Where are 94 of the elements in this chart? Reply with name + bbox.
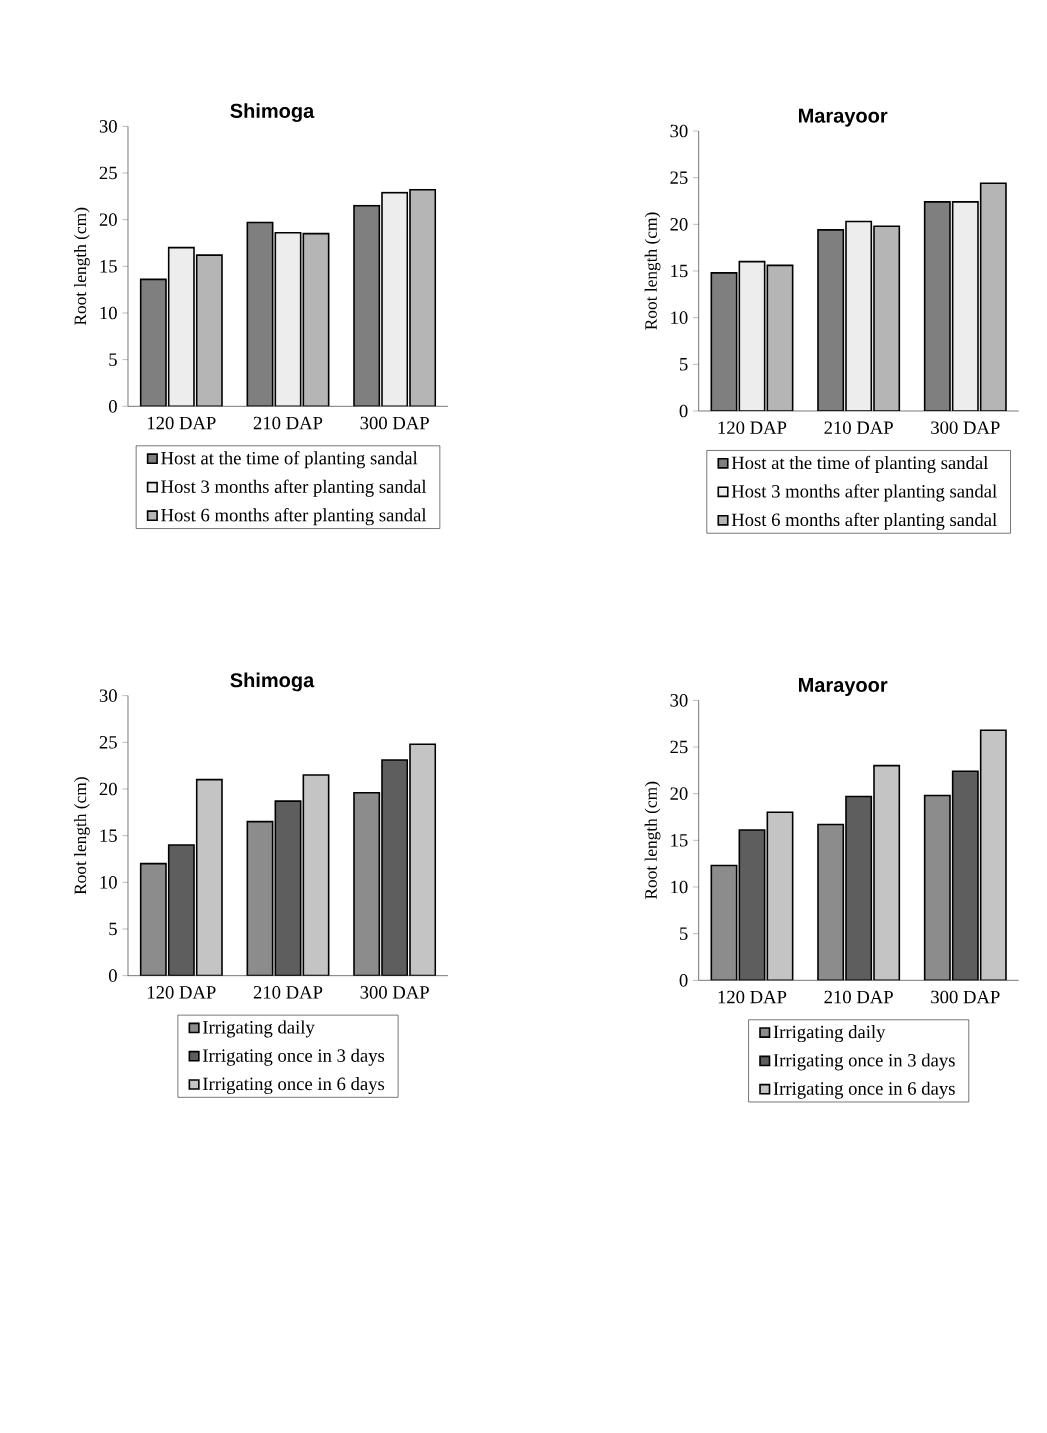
y-axis-title: Root length (cm) — [74, 207, 90, 326]
bar — [302, 774, 330, 976]
y-tick-label: 10 — [100, 306, 117, 320]
bar — [246, 820, 274, 976]
x-tick-label: 210 DAP — [253, 986, 323, 999]
bar — [710, 272, 738, 411]
chart-title: Marayoor — [798, 108, 888, 127]
y-tick-label: 10 — [671, 880, 688, 894]
bar — [195, 778, 223, 976]
y-tick-label: 25 — [99, 166, 117, 180]
legend-label: Host 3 months after planting sandal — [161, 479, 427, 497]
x-tick-label: 300 DAP — [931, 421, 1000, 434]
x-tick-label: 120 DAP — [147, 986, 216, 999]
y-tick-label: 10 — [100, 876, 117, 889]
bar — [274, 231, 302, 407]
legend-label: Irrigating once in 6 days — [202, 1077, 385, 1095]
bar — [873, 225, 901, 411]
y-tick-label: 15 — [100, 829, 117, 842]
x-tick-label: 210 DAP — [824, 421, 893, 434]
y-tick-label: 0 — [108, 400, 117, 413]
bar — [817, 229, 845, 411]
y-tick-label: 0 — [679, 404, 688, 418]
bar — [738, 829, 766, 981]
y-axis-title: Root length (cm) — [74, 777, 90, 895]
bar — [845, 795, 873, 981]
y-tick-label: 30 — [99, 120, 117, 133]
bar — [353, 204, 381, 407]
legend-label: Host at the time of planting sandal — [161, 451, 418, 469]
bar — [246, 221, 274, 407]
y-tick-label: 5 — [109, 353, 117, 366]
x-tick-label: 300 DAP — [360, 416, 429, 430]
bar — [302, 232, 330, 407]
bar — [409, 743, 437, 976]
bar — [766, 811, 794, 981]
bar — [710, 864, 738, 981]
bar — [817, 823, 845, 981]
bar — [951, 770, 979, 981]
y-tick-label: 5 — [680, 927, 688, 940]
y-tick-label: 25 — [670, 740, 688, 754]
bar — [167, 844, 195, 976]
bar — [873, 764, 901, 981]
y-tick-label: 25 — [670, 171, 688, 184]
legend-label: Host at the time of planting sandal — [731, 455, 989, 473]
legend-label: Irrigating once in 3 days — [773, 1053, 955, 1071]
legend-label: Irrigating daily — [773, 1025, 886, 1043]
y-tick-label: 15 — [671, 834, 688, 847]
bar — [979, 182, 1007, 411]
bar — [274, 800, 302, 976]
x-tick-label: 300 DAP — [360, 986, 429, 999]
legend-label: Host 3 months after planting sandal — [731, 484, 997, 502]
bar — [381, 191, 409, 407]
y-tick-label: 25 — [99, 736, 117, 749]
bar — [381, 759, 409, 976]
y-tick-label: 15 — [100, 260, 117, 273]
x-tick-label: 210 DAP — [253, 416, 323, 430]
y-axis-title: Root length (cm) — [644, 212, 661, 330]
bar — [979, 729, 1007, 981]
chart-title: Shimoga — [230, 103, 315, 123]
y-tick-label: 30 — [670, 124, 688, 138]
y-axis-title: Root length (cm) — [644, 781, 661, 900]
bar — [923, 794, 951, 981]
y-tick-label: 10 — [671, 311, 688, 324]
y-tick-label: 5 — [680, 358, 688, 371]
y-tick-label: 15 — [671, 264, 688, 278]
bar — [738, 260, 766, 411]
bar — [139, 278, 167, 407]
x-tick-label: 120 DAP — [147, 416, 216, 430]
legend-label: Irrigating daily — [202, 1020, 315, 1038]
bar — [167, 246, 195, 407]
y-tick-label: 0 — [108, 969, 117, 982]
bar — [845, 220, 873, 411]
x-tick-label: 210 DAP — [824, 990, 893, 1004]
y-tick-label: 5 — [109, 922, 117, 936]
legend-label: Irrigating once in 6 days — [773, 1081, 955, 1099]
y-tick-label: 20 — [670, 787, 688, 800]
x-tick-label: 120 DAP — [718, 421, 787, 434]
y-tick-label: 0 — [679, 974, 688, 987]
bar — [951, 201, 979, 411]
legend-label: Host 6 months after planting sandal — [731, 512, 997, 530]
y-tick-label: 30 — [99, 689, 117, 702]
bar — [139, 862, 167, 976]
chart-title: Shimoga — [230, 672, 315, 692]
y-tick-label: 20 — [670, 218, 688, 231]
bar — [766, 264, 794, 411]
bar — [353, 791, 381, 976]
bar — [923, 201, 951, 411]
chart-title: Marayoor — [798, 678, 888, 696]
y-tick-label: 20 — [99, 782, 117, 796]
x-tick-label: 300 DAP — [931, 990, 1000, 1004]
y-tick-label: 30 — [670, 694, 688, 707]
legend-label: Host 6 months after planting sandal — [161, 508, 427, 526]
legend-label: Irrigating once in 3 days — [202, 1048, 385, 1066]
x-tick-label: 120 DAP — [718, 990, 787, 1004]
y-tick-label: 20 — [99, 213, 117, 226]
